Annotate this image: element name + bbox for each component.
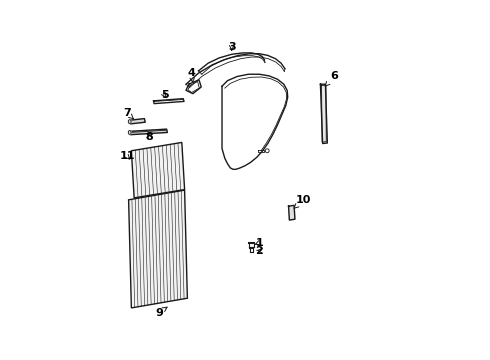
Text: 5: 5: [161, 90, 169, 100]
Text: 11: 11: [119, 151, 135, 161]
Text: 7: 7: [123, 108, 134, 119]
Text: 9: 9: [155, 307, 167, 318]
Text: 1: 1: [255, 238, 263, 248]
Text: 8: 8: [145, 132, 153, 142]
Polygon shape: [289, 205, 295, 220]
Polygon shape: [320, 84, 327, 144]
Ellipse shape: [128, 131, 131, 134]
Text: 10: 10: [294, 195, 311, 208]
Polygon shape: [131, 143, 185, 198]
Ellipse shape: [128, 120, 131, 123]
Text: 3: 3: [228, 42, 236, 52]
Text: 2: 2: [256, 246, 263, 256]
Polygon shape: [128, 190, 187, 308]
Text: 6: 6: [325, 71, 338, 86]
Text: 4: 4: [188, 68, 196, 82]
Polygon shape: [130, 118, 145, 124]
Polygon shape: [130, 129, 168, 135]
